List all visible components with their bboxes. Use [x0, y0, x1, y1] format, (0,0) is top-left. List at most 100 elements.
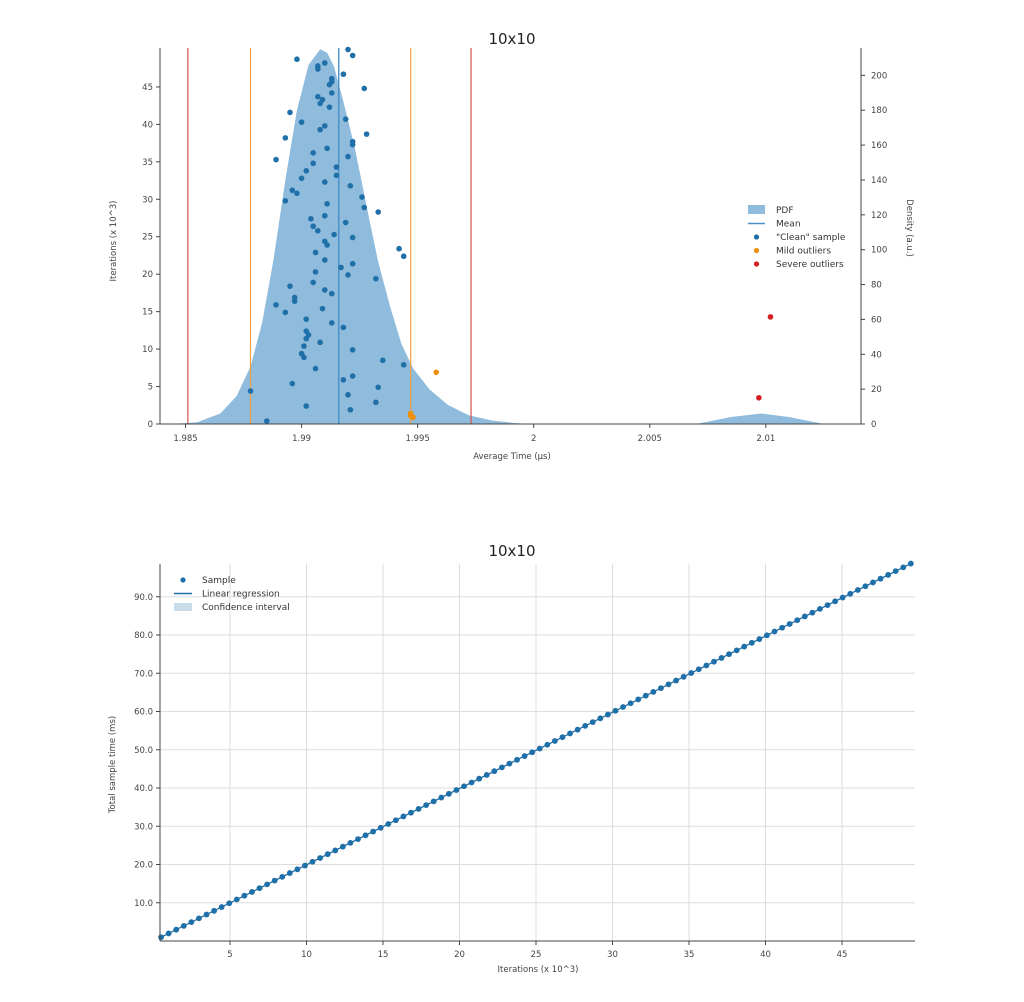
legend-swatch-confidence: [174, 603, 192, 611]
y-tick-label: 40: [142, 120, 153, 130]
legend-swatch-dot: [753, 234, 760, 240]
data-point: [483, 772, 490, 778]
y-tick-label: 35: [142, 158, 153, 168]
data-point: [567, 730, 573, 737]
data-point: [326, 81, 333, 88]
data-point: [453, 787, 460, 793]
x-tick-label: 45: [837, 950, 848, 960]
data-point: [273, 156, 279, 163]
data-point: [415, 806, 422, 812]
data-point: [349, 52, 356, 59]
data-point: [303, 403, 310, 409]
data-point: [249, 889, 255, 895]
data-point: [312, 269, 319, 275]
data-point: [287, 109, 293, 116]
data-point: [312, 365, 319, 372]
data-point: [322, 179, 328, 185]
y-tick-label: 90.0: [134, 593, 153, 603]
y-axis-label: Iterations (x 10^3): [109, 201, 119, 282]
data-point: [303, 316, 310, 322]
data-point: [218, 904, 225, 910]
data-point: [430, 798, 437, 805]
series-severe-outliers: [756, 314, 774, 401]
x-tick-label: 5: [227, 950, 232, 960]
data-point: [317, 126, 323, 133]
data-point: [298, 175, 305, 182]
y-tick-label: 70.0: [134, 669, 153, 679]
data-point: [328, 90, 335, 96]
pdf-chart-svg: 1.985 1.99 1.995 2 2.005 2.01 0 5 10 15 20 25 30 35 40…: [109, 30, 914, 462]
y2-tick-label: 160: [871, 141, 887, 151]
legend-swatch-pdf: [748, 205, 765, 214]
data-point: [363, 131, 370, 137]
data-point: [301, 343, 307, 349]
data-point: [711, 658, 717, 665]
data-point: [756, 394, 762, 401]
data-point: [233, 896, 240, 903]
data-point: [328, 290, 335, 297]
data-point: [605, 711, 611, 718]
data-point: [400, 362, 407, 368]
data-point: [315, 93, 321, 100]
data-point: [324, 200, 330, 207]
data-point: [282, 135, 289, 141]
y-tick-label: 5: [148, 383, 153, 393]
data-point: [361, 85, 368, 92]
y-tick-label: 20.0: [134, 861, 153, 871]
data-point: [642, 692, 649, 699]
data-point: [247, 388, 254, 394]
data-point: [286, 870, 293, 876]
data-point: [324, 242, 330, 248]
y-axis-label: Total sample time (ms): [108, 716, 118, 814]
data-point: [392, 817, 399, 824]
data-point: [809, 609, 816, 616]
regression-chart-svg: 5 10 15 20 25 30 35 40 45 10.0 20.0 30.0 40.0 50.0 60.…: [108, 542, 915, 975]
y-tick-label: 15: [142, 308, 153, 318]
data-point: [650, 688, 657, 695]
data-point: [688, 670, 695, 676]
data-point: [188, 919, 195, 926]
data-point: [612, 707, 619, 714]
legend: PDF Mean "Clean" sample Mild outliers Severe…: [748, 205, 846, 270]
y2-tick-label: 40: [871, 350, 882, 360]
data-point: [340, 324, 347, 331]
data-point: [718, 655, 725, 661]
data-point: [900, 564, 907, 571]
x-tick-label: 2.005: [638, 434, 662, 444]
legend-label: Linear regression: [202, 590, 280, 600]
data-point: [310, 150, 316, 156]
chart-title: 10x10: [488, 542, 535, 560]
data-point: [345, 391, 351, 398]
data-point: [877, 575, 884, 582]
data-point: [491, 768, 498, 775]
data-point: [347, 839, 354, 846]
data-point: [294, 190, 300, 197]
x-tick-label: 20: [454, 950, 465, 960]
data-point: [333, 164, 340, 170]
data-point: [315, 227, 321, 234]
data-point: [349, 373, 356, 379]
data-point: [748, 639, 755, 646]
y-tick-label: 0: [148, 420, 153, 430]
data-point: [658, 685, 664, 692]
data-point: [315, 66, 321, 72]
data-point: [211, 907, 217, 914]
y-tick-label: 50.0: [134, 746, 153, 756]
pdf-chart: 1.985 1.99 1.995 2 2.005 2.01 0 5 10 15 20 25 30 35 40…: [0, 0, 1024, 480]
data-point: [322, 123, 328, 129]
data-point: [741, 643, 748, 650]
data-point: [665, 681, 672, 688]
data-point: [241, 892, 248, 899]
x-tick-label: 1.99: [292, 434, 311, 444]
x-tick-label: 40: [760, 950, 771, 960]
data-point: [726, 651, 732, 658]
y-tick-label: 30: [142, 195, 153, 205]
data-point: [536, 745, 543, 752]
data-point: [408, 809, 414, 816]
y-tick-label: 10.0: [134, 899, 153, 909]
y-tick-label: 45: [142, 83, 153, 93]
data-point: [506, 760, 513, 767]
data-point: [885, 571, 892, 578]
data-point: [817, 605, 823, 612]
data-point: [498, 764, 505, 771]
